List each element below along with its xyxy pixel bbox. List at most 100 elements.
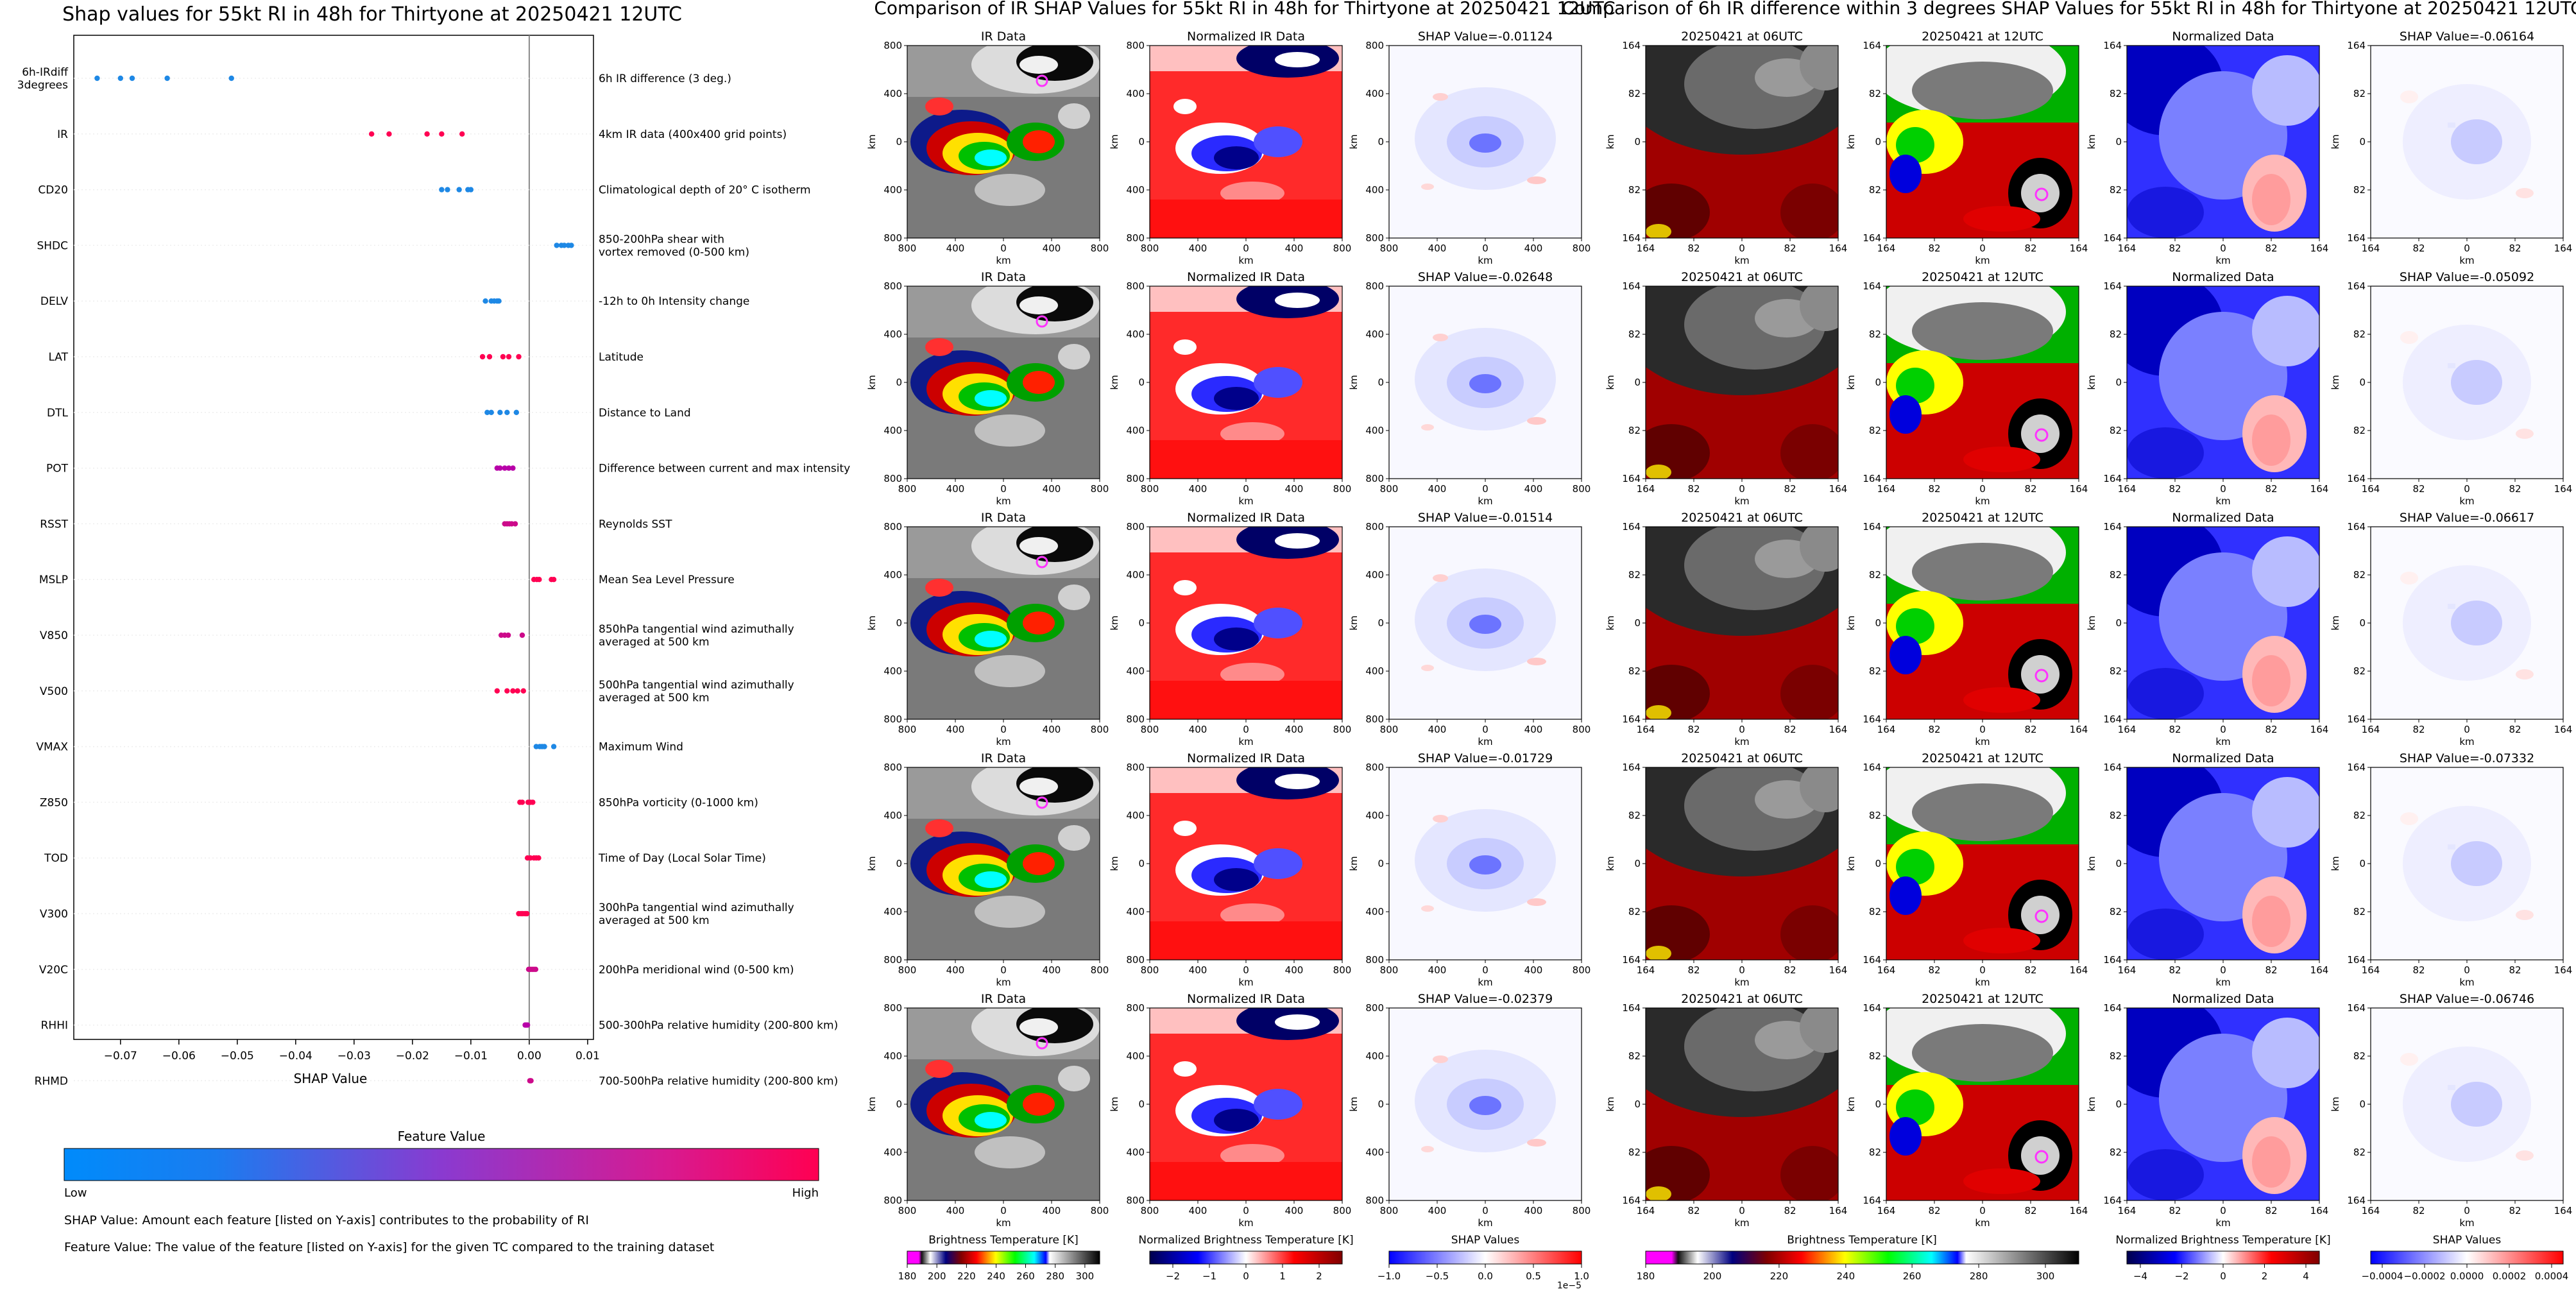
y-tick-label: 800 (1365, 473, 1384, 484)
y-tick-label: 82 (2110, 665, 2122, 677)
y-tick-label: 164 (2347, 762, 2366, 773)
x-tick-label: 164 (2070, 724, 2088, 735)
feature-name-label: LAT (48, 351, 68, 364)
x-tick-label: 0 (2220, 724, 2226, 735)
shap-point (524, 1022, 531, 1028)
colorbar-tick-label: 300 (2036, 1270, 2055, 1282)
shap-point (530, 799, 536, 805)
y-axis-label: km (866, 134, 878, 149)
x-tick-label: 0 (2464, 1205, 2470, 1216)
diff-shap-image (2371, 767, 2563, 960)
x-tick-label: 400 (1524, 1205, 1543, 1216)
x-tick-label: 164 (1877, 243, 1896, 254)
x-tick-label: 800 (1141, 483, 1159, 495)
x-tick-label: 800 (1573, 964, 1591, 976)
y-tick-label: 164 (1622, 1002, 1641, 1014)
feature-description-label: 850hPa tangential wind azimuthally averag… (599, 623, 794, 649)
y-tick-label: 800 (1365, 1195, 1384, 1206)
feature-name-label: VMAX (36, 741, 68, 754)
y-tick-label: 164 (1863, 521, 1881, 533)
feature-description-label: 700-500hPa relative humidity (200-800 km… (599, 1075, 838, 1088)
x-tick-label: 0.01 (576, 1050, 600, 1063)
x-tick-label: 400 (1428, 724, 1447, 735)
ir-colorbar-bt: Brightness Temperature [K] 180 200 220 240 2… (898, 1234, 1100, 1282)
y-tick-label: 164 (2347, 954, 2366, 966)
y-tick-label: 164 (1863, 473, 1881, 484)
x-axis-label: km (2215, 495, 2230, 507)
colorbar-tick-label: −1.0 (1378, 1270, 1401, 1282)
ir-12utc-image (1886, 527, 2079, 719)
y-tick-label: 400 (883, 425, 902, 436)
x-tick-label: 0 (2220, 1205, 2226, 1216)
feature-name-label: RSST (40, 518, 68, 531)
y-tick-label: 164 (1622, 473, 1641, 484)
y-axis-label: km (1845, 375, 1857, 389)
y-tick-label: 164 (1863, 713, 1881, 725)
x-tick-label: 0 (2220, 243, 2226, 254)
feature-name-label: TOD (44, 852, 68, 865)
y-tick-label: 0 (1634, 377, 1641, 388)
x-tick-label: 82 (2509, 964, 2521, 976)
x-tick-label: 82 (2412, 1205, 2425, 1216)
shap-point (519, 799, 525, 805)
x-tick-label: 400 (1285, 243, 1304, 254)
y-tick-label: 400 (1365, 569, 1384, 581)
x-tick-label: 400 (1428, 1205, 1447, 1216)
x-axis-label: km (1734, 977, 1749, 988)
y-tick-label: 0 (1378, 858, 1384, 869)
y-axis-label: km (2086, 615, 2097, 630)
x-tick-label: 400 (1524, 483, 1543, 495)
y-tick-label: 164 (2347, 473, 2366, 484)
panel-title: SHAP Value=-0.02379 (1418, 992, 1553, 1006)
x-tick-label: 82 (2169, 724, 2181, 735)
x-tick-label: 0 (1243, 964, 1249, 976)
y-tick-label: 82 (1869, 184, 1881, 196)
footnote-shap-value: SHAP Value: Amount each feature [listed … (64, 1213, 589, 1227)
x-axis-label: km (2215, 736, 2230, 747)
normalized-diff-image (2127, 286, 2319, 479)
diff-colorbar-norm: Normalized Brightness Temperature [K] −4… (2115, 1234, 2330, 1282)
ir-cb3-exponent: 1e−5 (1557, 1281, 1582, 1289)
x-tick-label: 400 (1285, 964, 1304, 976)
y-tick-label: 164 (2347, 280, 2366, 292)
y-tick-label: 800 (1365, 1002, 1384, 1014)
panel-title: 20250421 at 06UTC (1681, 30, 1803, 44)
y-tick-label: 82 (1628, 569, 1641, 581)
panel-title: Normalized IR Data (1187, 992, 1305, 1006)
shap-point (494, 688, 500, 694)
x-tick-label: 400 (946, 483, 965, 495)
shap-point (502, 465, 508, 471)
y-tick-label: 82 (2110, 329, 2122, 340)
x-tick-label: 800 (1573, 243, 1591, 254)
shap-point (504, 409, 510, 415)
panel-title: Normalized IR Data (1187, 511, 1305, 525)
x-tick-label: 82 (2169, 1205, 2181, 1216)
x-tick-label: 800 (898, 964, 917, 976)
shap-point (164, 75, 170, 81)
shap-point (536, 577, 542, 583)
x-tick-label: 82 (1928, 483, 1940, 495)
y-axis-label: km (2330, 615, 2341, 630)
feature-value-colorbar-title: Feature Value (398, 1129, 486, 1144)
x-tick-label: −0.04 (279, 1050, 312, 1063)
x-tick-label: 400 (1189, 964, 1207, 976)
x-tick-label: 164 (2362, 243, 2380, 254)
y-tick-label: 800 (1126, 1195, 1145, 1206)
y-tick-label: 82 (2110, 184, 2122, 196)
y-tick-label: 0 (896, 136, 902, 148)
y-tick-label: 0 (1634, 617, 1641, 629)
x-axis-label: km (2215, 255, 2230, 266)
feature-description-label: 200hPa meridional wind (0-500 km) (599, 964, 794, 977)
colorbar-tick-label: 300 (1076, 1270, 1095, 1282)
y-tick-label: 82 (1869, 906, 1881, 918)
ir-06utc-image (1646, 46, 1838, 238)
x-axis-label: km (1478, 736, 1492, 747)
y-tick-label: 82 (1869, 329, 1881, 340)
x-tick-label: 400 (1524, 243, 1543, 254)
y-axis-label: km (1348, 856, 1360, 871)
y-axis-label: km (1605, 1097, 1616, 1111)
x-tick-label: 82 (1784, 964, 1796, 976)
y-tick-label: 400 (1365, 665, 1384, 677)
x-tick-label: 164 (1637, 964, 1655, 976)
feature-description-label: 4km IR data (400x400 grid points) (599, 128, 787, 141)
